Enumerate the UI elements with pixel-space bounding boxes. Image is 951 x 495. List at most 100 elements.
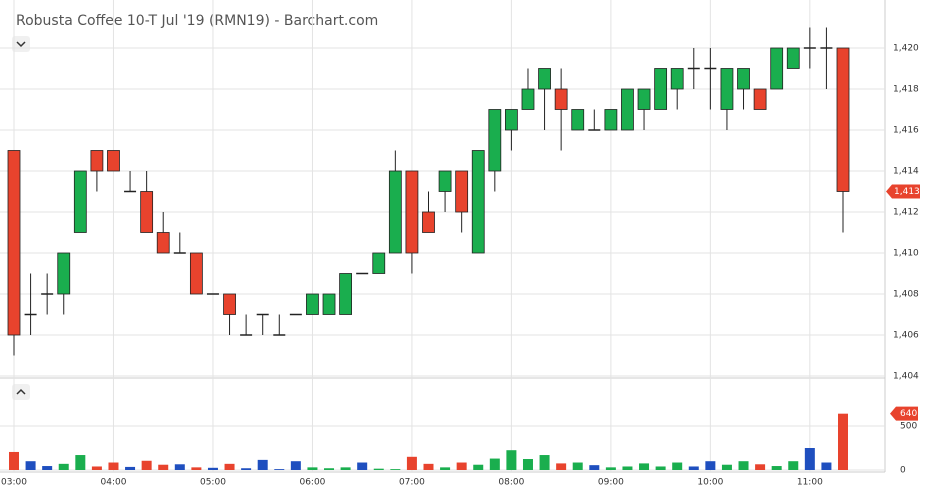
candle-body (604, 109, 618, 131)
chart-title: Robusta Coffee 10-T Jul '19 (RMN19) - Ba… (16, 13, 378, 29)
y-tick-label: 1,418 (893, 85, 919, 95)
button-bg[interactable] (12, 384, 30, 400)
candle-body (422, 211, 435, 233)
y-tick-label: 1,412 (893, 208, 919, 218)
volume-bar (655, 466, 666, 470)
expand-button[interactable] (12, 384, 30, 400)
candle-body (521, 88, 535, 110)
volume-bar (440, 467, 451, 470)
volume-bar (705, 461, 716, 470)
volume-bar (158, 464, 169, 470)
candle-body (73, 170, 87, 233)
volume-bar (804, 448, 815, 470)
volume-bar (489, 458, 500, 470)
volume-bar (174, 464, 185, 470)
volume-bar (257, 459, 268, 470)
volume-tag-label: 640 (900, 409, 917, 419)
volume-bar (506, 450, 517, 470)
volume-bar (58, 463, 69, 470)
candle-body (770, 47, 784, 90)
candle-body (836, 47, 850, 192)
x-tick-label: 10:00 (697, 478, 723, 488)
volume-bar (721, 464, 732, 470)
candle-body (786, 47, 800, 69)
volume-bar (622, 466, 633, 470)
candle-body (654, 68, 668, 110)
price-tag (886, 184, 920, 199)
y-tick-label: 500 (900, 422, 917, 432)
volume-bar (108, 462, 119, 470)
button-bg[interactable] (12, 36, 30, 52)
volume-bar (755, 464, 766, 470)
candle-body (571, 109, 585, 131)
candle-body (140, 191, 154, 233)
candle-body (637, 88, 651, 110)
candle-body (156, 232, 170, 254)
x-tick-label: 07:00 (399, 478, 425, 488)
candle-body (388, 170, 402, 254)
volume-bar (42, 466, 53, 470)
candle-body (372, 252, 386, 274)
volume-bar (456, 462, 467, 470)
volume-bar (788, 461, 799, 470)
volume-bar (224, 463, 235, 470)
volume-bar (605, 467, 616, 470)
x-tick-label: 06:00 (299, 478, 325, 488)
volume-bar (738, 461, 749, 470)
volume-bar (274, 469, 285, 470)
x-tick-label: 03:00 (1, 478, 27, 488)
y-tick-label: 1,406 (893, 331, 919, 341)
candle-body (90, 150, 104, 172)
candle-body (438, 170, 452, 192)
candle-body (538, 68, 551, 90)
volume-bar (423, 463, 434, 470)
volume-bar (688, 466, 699, 470)
volume-bar (556, 463, 567, 470)
volume-bar (539, 455, 550, 470)
volume-bar (340, 467, 351, 470)
y-tick-label: 1,414 (893, 167, 919, 177)
volume-bar (522, 459, 533, 470)
volume-bar (473, 464, 484, 470)
volume-bar (589, 465, 600, 470)
volume-bar (406, 456, 417, 470)
volume-bar (91, 466, 102, 470)
y-tick-label: 1,410 (893, 249, 919, 259)
candle-body (621, 88, 634, 131)
y-tick-label: 1,416 (893, 126, 919, 136)
candle-body (488, 109, 502, 172)
volume-bar (9, 451, 19, 470)
volume-bar (771, 466, 782, 470)
volume-tag (890, 406, 918, 421)
volume-bar (838, 413, 848, 470)
candle-body (554, 88, 568, 110)
volume-bar (390, 469, 401, 470)
x-tick-label: 11:00 (797, 478, 823, 488)
x-tick-label: 04:00 (101, 478, 127, 488)
price-tag-label: 1,413 (894, 187, 920, 197)
volume-bar (241, 468, 252, 470)
candle-body (737, 68, 750, 90)
volume-bar (141, 460, 152, 470)
candle-body (322, 293, 336, 315)
chevron-icon (16, 41, 26, 48)
volume-bar (290, 461, 301, 470)
candle-body (753, 88, 767, 110)
y-tick-label: 0 (900, 466, 906, 476)
candle-body (471, 150, 485, 254)
volume-bar (821, 462, 832, 470)
volume-bar (75, 455, 86, 470)
chevron-icon (16, 388, 26, 395)
candle-body (223, 293, 236, 315)
volume-bar (373, 468, 384, 470)
volume-bar (207, 467, 218, 470)
candle-body (306, 293, 319, 315)
candle-body (455, 170, 469, 213)
volume-bar (307, 467, 318, 470)
volume-bar (25, 461, 36, 470)
volume-bar (191, 467, 202, 470)
collapse-button[interactable] (12, 36, 30, 52)
x-tick-label: 05:00 (200, 478, 226, 488)
candle-body (57, 252, 71, 295)
